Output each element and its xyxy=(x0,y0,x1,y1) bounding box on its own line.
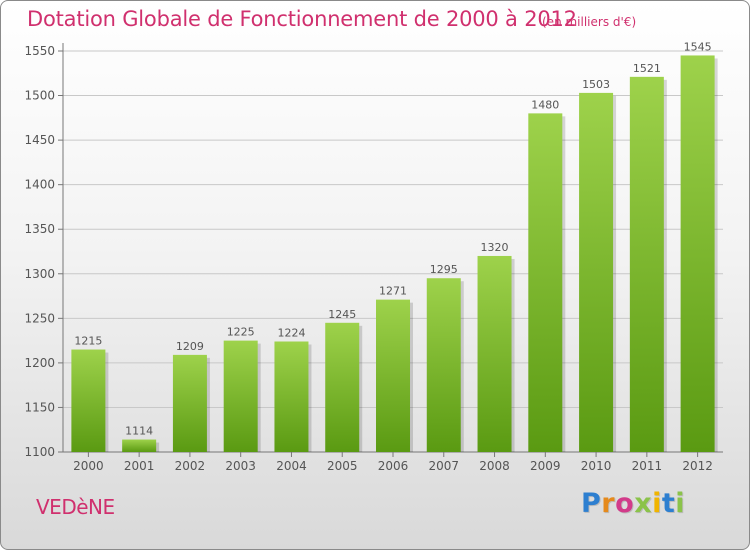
data-label: 1480 xyxy=(531,98,559,111)
bar xyxy=(274,341,309,452)
x-tick-label: 2008 xyxy=(479,459,510,473)
x-tick-label: 2012 xyxy=(682,459,713,473)
y-tick-label: 1550 xyxy=(24,44,55,58)
y-tick-label: 1500 xyxy=(24,89,55,103)
bars xyxy=(71,55,718,452)
bar xyxy=(223,340,258,452)
bar xyxy=(122,439,157,452)
x-tick-label: 2002 xyxy=(175,459,206,473)
x-tick-label: 2006 xyxy=(378,459,409,473)
labels: 1100 1150 1200 1250 1300 1350 1400 1450 1500 1550… xyxy=(24,40,712,473)
chart-subtitle: (en milliers d'€) xyxy=(542,15,637,29)
bar xyxy=(426,278,461,452)
y-tick-label: 1300 xyxy=(24,267,55,281)
logo-letter: t xyxy=(661,488,676,519)
logo-letter: o xyxy=(615,488,635,519)
y-tick-label: 1350 xyxy=(24,222,55,236)
data-label: 1271 xyxy=(379,285,407,298)
y-tick-label: 1100 xyxy=(24,445,55,459)
data-label: 1225 xyxy=(227,326,255,339)
proxiti-logo: Proxiti xyxy=(581,488,685,519)
bar xyxy=(71,349,106,452)
y-tick-label: 1250 xyxy=(24,311,55,325)
chart-title: Dotation Globale de Fonctionnement de 20… xyxy=(27,7,577,31)
x-tick-label: 2009 xyxy=(530,459,561,473)
x-tick-label: 2005 xyxy=(327,459,358,473)
y-tick-label: 1400 xyxy=(24,178,55,192)
logo-letter: i xyxy=(652,488,662,519)
bar xyxy=(579,92,614,452)
x-tick-label: 2000 xyxy=(73,459,104,473)
bar xyxy=(528,113,563,452)
data-label: 1215 xyxy=(74,335,102,348)
data-label: 1503 xyxy=(582,78,610,91)
data-label: 1521 xyxy=(633,62,661,75)
logo-letter: P xyxy=(581,488,602,519)
logo-letter: x xyxy=(634,488,653,519)
city-name: VEDèNE xyxy=(36,495,115,519)
data-label: 1245 xyxy=(328,308,356,321)
x-tick-label: 2007 xyxy=(428,459,459,473)
bar xyxy=(680,55,715,452)
data-label: 1295 xyxy=(430,263,458,276)
x-tick-label: 2001 xyxy=(124,459,155,473)
bar xyxy=(325,322,360,452)
x-tick-label: 2003 xyxy=(225,459,256,473)
data-label: 1224 xyxy=(277,327,305,340)
bar xyxy=(629,76,664,452)
y-tick-label: 1200 xyxy=(24,356,55,370)
bar xyxy=(172,354,207,452)
x-tick-label: 2010 xyxy=(581,459,612,473)
logo-letter: i xyxy=(675,488,686,519)
logo-letter: r xyxy=(601,488,616,519)
y-tick-label: 1450 xyxy=(24,133,55,147)
x-tick-label: 2004 xyxy=(276,459,307,473)
data-label: 1545 xyxy=(684,40,712,53)
data-label: 1320 xyxy=(481,241,509,254)
bar xyxy=(477,255,512,452)
bar xyxy=(376,299,410,452)
data-label: 1209 xyxy=(176,340,204,353)
data-label: 1114 xyxy=(125,425,153,438)
x-tick-label: 2011 xyxy=(632,459,663,473)
y-tick-label: 1150 xyxy=(24,400,55,414)
